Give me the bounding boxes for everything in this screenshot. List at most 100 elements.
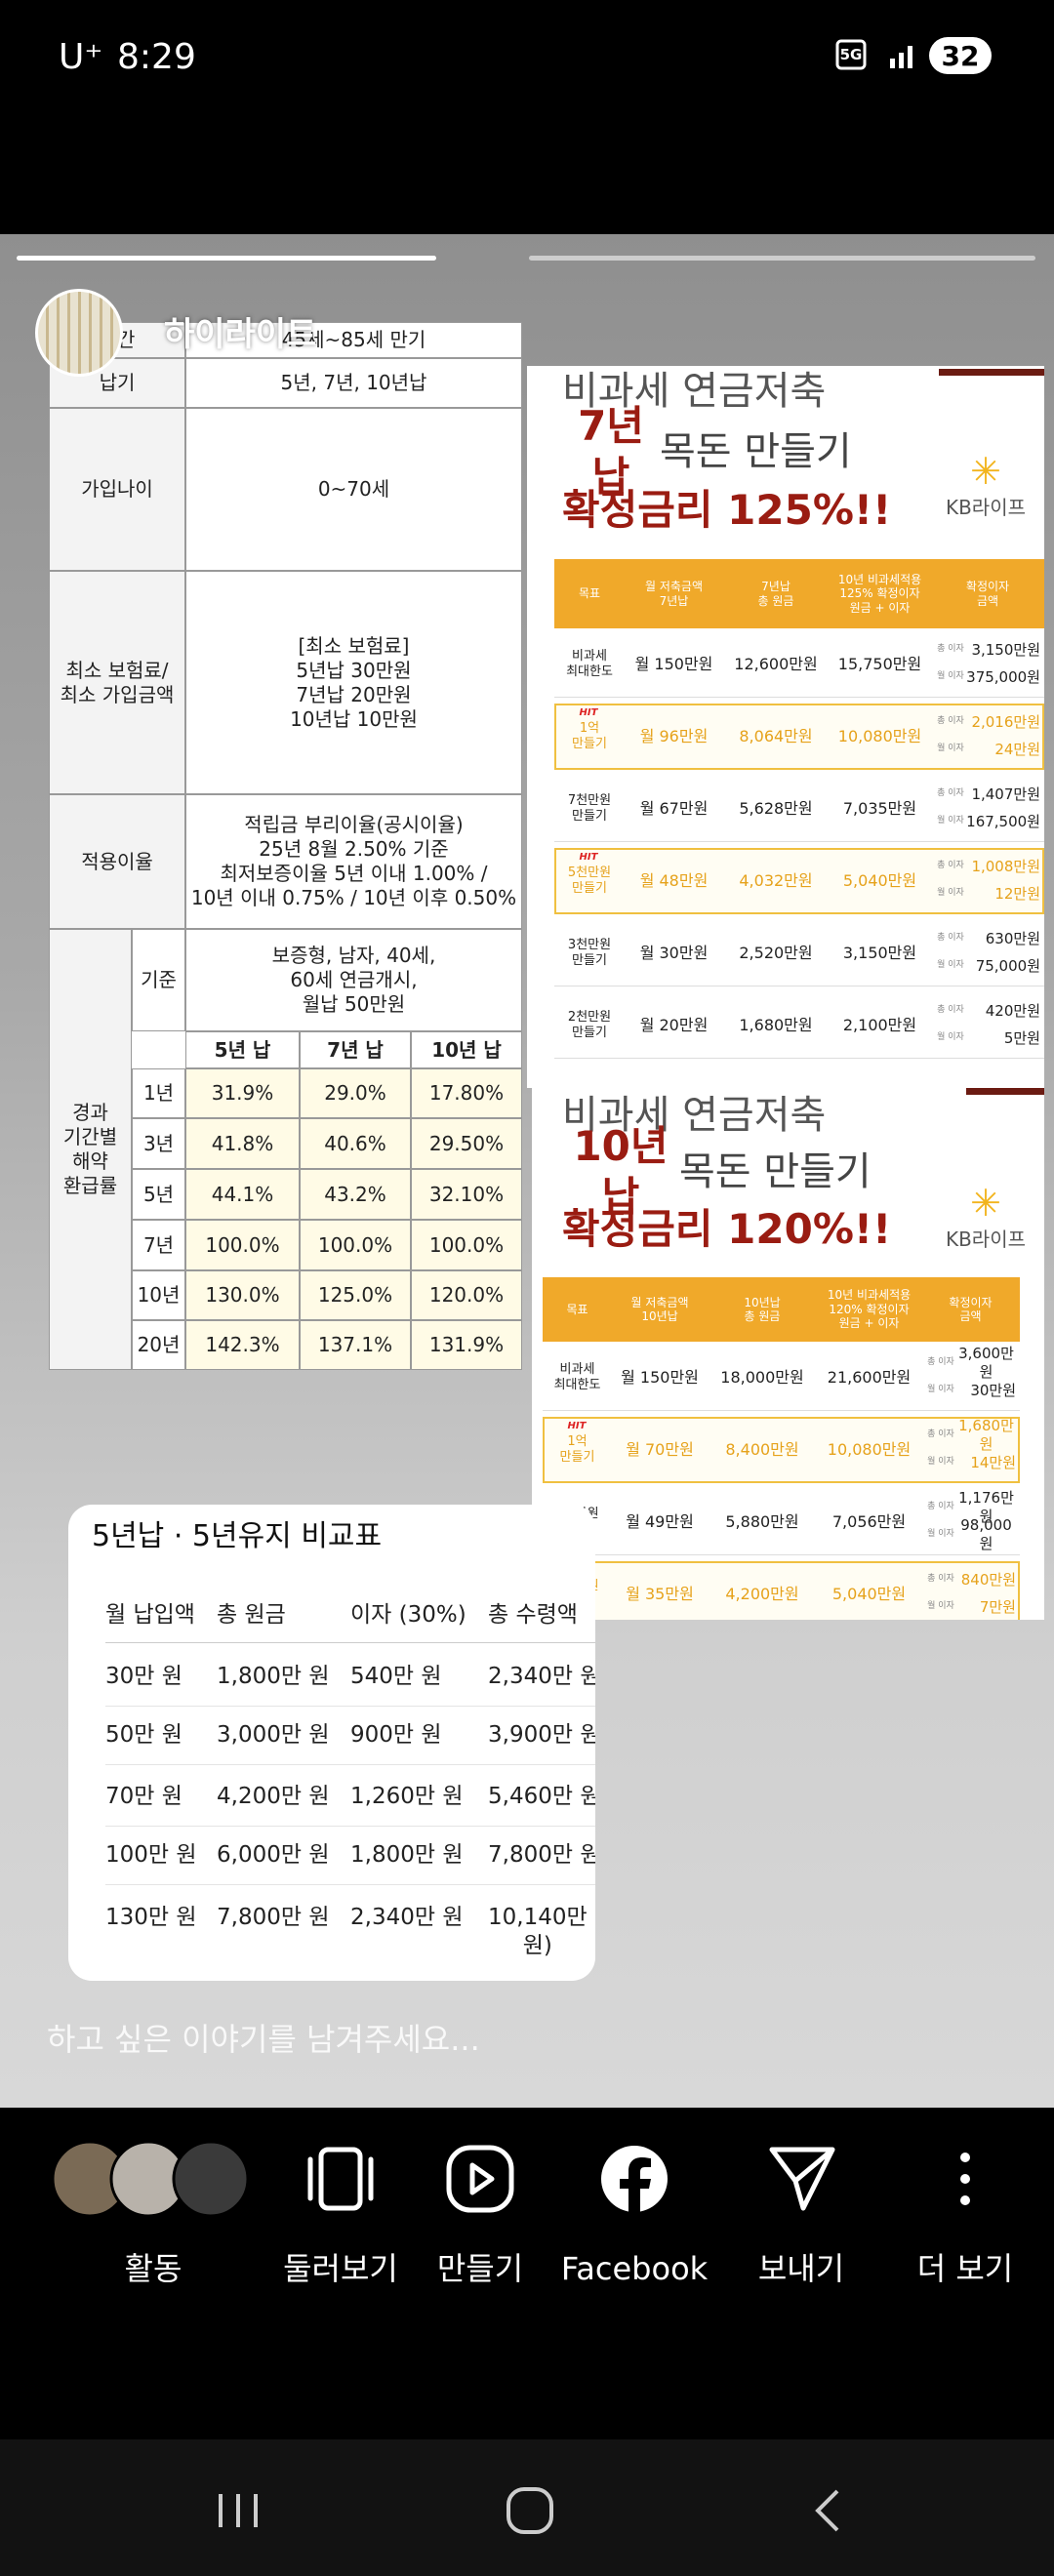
compare-cell: 540만 원 xyxy=(350,1648,488,1707)
card-10yr: 비과세 연금저축 10년납 목돈 만들기 확정금리 120%!! KB라이프 ✳ 목표 월 … xyxy=(532,1088,1044,1620)
refund-rate: 100.0% xyxy=(185,1220,300,1270)
interest-value: 14만원 xyxy=(970,1453,1016,1471)
row-label: 최소 보험료/ 최소 가입금액 xyxy=(49,571,185,794)
battery: 32 xyxy=(941,39,980,72)
interest-value: 2,016만원 xyxy=(971,712,1040,731)
refund-rate: 17.80% xyxy=(411,1068,522,1118)
action-label[interactable]: 만들기 xyxy=(436,2250,524,2287)
compare-cell: 4,200만 원 xyxy=(217,1768,350,1827)
row-label: 가입나이 xyxy=(49,408,185,571)
goal: 3천만원 만들기 xyxy=(567,937,612,968)
column-header: 7년 납 xyxy=(300,1031,411,1068)
compare-header: 총 수령액 xyxy=(488,1589,595,1643)
card-column-header: 확정이자 금액 xyxy=(931,559,1044,628)
compare-cell: 100만 원 xyxy=(105,1827,217,1885)
interest-value: 167,500원 xyxy=(966,812,1040,830)
compare-cell: 1,800만 원 xyxy=(217,1648,350,1707)
interest-label: 월 이자 xyxy=(937,1032,964,1043)
hit-badge: HIT xyxy=(579,706,598,718)
compare-card: 5년납 · 5년유지 비교표 월 납입액 총 원금 이자 (30%) 총 수령액 30만 … xyxy=(68,1505,595,1981)
highlight-row xyxy=(543,1561,1020,1620)
total: 15,750만원 xyxy=(837,655,922,673)
compare-cell: 1,800만 원 xyxy=(350,1827,488,1885)
row xyxy=(554,776,1044,842)
interest-label: 총 이자 xyxy=(927,1502,954,1512)
interest-label: 월 이자 xyxy=(937,744,964,754)
row xyxy=(554,631,1044,698)
hit-badge: HIT xyxy=(567,1420,587,1431)
year-label: 20년 xyxy=(132,1320,185,1370)
total: 3,150만원 xyxy=(842,944,917,962)
card-column-header: 10년 비과세적용 125% 확정이자 원금 + 이자 xyxy=(829,559,931,628)
row xyxy=(554,920,1044,986)
card-subtitle-strong: 7년납 xyxy=(578,401,644,502)
action-label[interactable]: 보내기 xyxy=(757,2250,845,2287)
refund-rate: 100.0% xyxy=(411,1220,522,1270)
monthly: 월 96만원 xyxy=(639,727,709,745)
interest-value: 1,407만원 xyxy=(971,785,1040,803)
monthly: 월 67만원 xyxy=(639,799,709,818)
compare-header: 이자 (30%) xyxy=(350,1589,488,1643)
principal: 8,400만원 xyxy=(725,1440,799,1459)
refund-rate: 43.2% xyxy=(300,1169,411,1220)
goal: 5천만원 만들기 xyxy=(567,865,612,896)
card-column-header: 10년 비과세적용 120% 확정이자 원금 + 이자 xyxy=(817,1277,921,1342)
card-title: 비과세 연금저축 xyxy=(562,369,827,414)
principal: 18,000만원 xyxy=(720,1368,804,1387)
interest-value: 3,150만원 xyxy=(971,640,1040,659)
interest-label: 총 이자 xyxy=(937,861,964,871)
action-label[interactable]: 활동 xyxy=(124,2250,182,2287)
row-label: 납기 xyxy=(49,358,185,408)
interest-value: 24만원 xyxy=(994,740,1040,758)
refund-rate: 120.0% xyxy=(411,1270,522,1320)
monthly: 월 30만원 xyxy=(639,944,709,962)
row xyxy=(543,1489,1020,1555)
basis-label: 기준 xyxy=(132,929,185,1031)
kb-star: ✳ xyxy=(970,452,1001,491)
progress-done xyxy=(17,256,436,261)
column-header: 5년 납 xyxy=(185,1031,300,1068)
action-label[interactable]: Facebook xyxy=(560,2250,709,2287)
reply-input[interactable]: 하고 싶은 이야기를 남겨주세요... xyxy=(47,2021,480,2058)
monthly: 월 70만원 xyxy=(626,1440,694,1459)
row-value: 45세~85세 만기 xyxy=(185,322,522,358)
card-subtitle-strong: 10년납 xyxy=(573,1121,669,1222)
interest-label: 총 이자 xyxy=(927,1429,954,1440)
username[interactable]: 하이라이트 xyxy=(164,314,317,354)
monthly: 월 48만원 xyxy=(639,871,709,890)
year-label: 7년 xyxy=(132,1220,185,1270)
monthly: 월 150만원 xyxy=(621,1368,699,1387)
action-label[interactable]: 둘러보기 xyxy=(283,2250,398,2287)
interest-label: 월 이자 xyxy=(937,671,964,682)
goal: 1억 만들기 xyxy=(572,720,607,751)
compare-header: 총 원금 xyxy=(217,1589,350,1643)
compare-cell: 7,800만 원 xyxy=(217,1904,330,1930)
highlight-row xyxy=(554,848,1044,914)
compare-cell: 900만 원 xyxy=(350,1707,488,1765)
compare-cell: 3,900만 원 xyxy=(488,1707,595,1765)
refund-rate: 100.0% xyxy=(300,1220,411,1270)
interest-label: 총 이자 xyxy=(937,788,964,799)
card-column-header: 목표 xyxy=(543,1277,612,1342)
principal: 1,680만원 xyxy=(739,1016,813,1034)
card-subtitle: 목돈 만들기 xyxy=(679,1149,872,1194)
total: 5,040만원 xyxy=(842,871,917,890)
card-accent xyxy=(939,369,1044,376)
card-7yr: 비과세 연금저축 7년납 목돈 만들기 확정금리 125%!! KB라이프 ✳ 목표 월 저… xyxy=(527,366,1044,1088)
interest-label: 월 이자 xyxy=(937,888,964,899)
compare-cell: 30만 원 xyxy=(105,1648,217,1707)
action-label[interactable]: 더 보기 xyxy=(916,2250,1014,2287)
card-rate: 확정금리 120%!! xyxy=(562,1204,892,1253)
row-label: 적용이율 xyxy=(49,794,185,929)
compare-cell: 2,340만 원 xyxy=(350,1904,464,1930)
profile-avatar[interactable] xyxy=(35,289,123,377)
card-column-header: 월 저축금액 10년납 xyxy=(612,1277,708,1342)
compare-cell: 7,800만 원 xyxy=(488,1827,595,1885)
interest-value: 1,680만원 xyxy=(958,1417,1014,1453)
card-accent xyxy=(966,1088,1044,1095)
row-value: 0~70세 xyxy=(185,408,522,571)
compare-cell: 1,260만 원 xyxy=(350,1768,488,1827)
